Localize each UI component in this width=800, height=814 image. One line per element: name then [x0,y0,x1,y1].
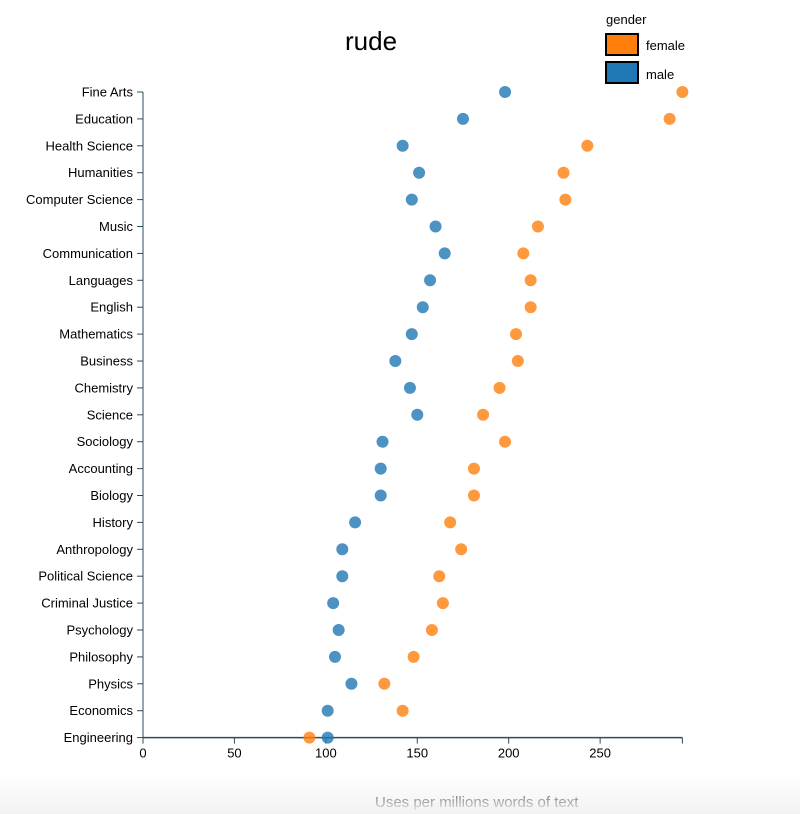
data-point-male [499,86,512,98]
data-point-male [374,489,387,502]
data-point-male [429,220,442,233]
legend-swatch-male [605,61,639,84]
data-point-male [328,650,341,663]
y-tick-label: Fine Arts [82,85,134,100]
data-point-male [376,435,389,448]
y-tick-label: English [90,300,133,315]
y-tick-label: Computer Science [26,192,133,207]
data-point-male [389,355,402,367]
data-point-male [424,274,437,287]
y-tick-label: Physics [88,676,133,691]
data-point-female [378,677,391,690]
data-point-male [332,624,345,636]
chart-title: rude [345,26,398,56]
data-point-female [467,462,480,475]
data-point-female [455,543,468,556]
legend-swatch-female [605,33,639,56]
y-tick-label: History [93,515,134,530]
data-point-male [321,704,334,717]
data-point-female [511,355,524,367]
data-point-female [493,381,506,394]
data-point-female [557,166,570,179]
x-axis-label: Uses per millions words of text [375,794,579,811]
data-point-male [336,570,349,583]
y-tick-label: Psychology [67,623,134,638]
data-point-female [524,301,537,314]
y-tick-label: Engineering [64,730,133,745]
y-tick-label: Political Science [38,569,133,584]
data-point-female [444,516,457,529]
data-point-male [345,677,358,690]
data-point-male [349,516,362,529]
y-tick-label: Biology [90,488,133,503]
data-point-female [517,247,530,260]
data-point-female [407,650,420,663]
data-point-female [303,731,316,744]
data-point-female [531,220,544,233]
y-tick-label: Philosophy [69,649,133,664]
data-point-male [413,166,426,179]
data-point-male [396,139,409,152]
y-tick-label: Education [75,111,133,126]
data-point-female [467,489,480,502]
y-tick-label: Chemistry [74,380,133,395]
x-tick-label: 150 [406,746,428,761]
data-point-female [477,408,490,421]
y-tick-label: Economics [69,703,133,718]
data-point-male [403,381,416,394]
y-tick-label: Science [87,407,133,422]
data-point-male [374,462,387,475]
data-point-male [411,408,424,421]
data-point-female [510,328,523,341]
y-tick-label: Sociology [77,434,134,449]
data-point-female [524,274,537,287]
data-point-male [327,597,340,610]
data-point-female [663,112,676,125]
data-point-female [559,193,572,206]
y-tick-label: Business [80,354,133,369]
legend-label-male: male [646,67,675,82]
y-tick-label: Health Science [46,138,133,153]
y-tick-label: Communication [43,246,133,261]
x-tick-label: 0 [139,746,146,761]
data-point-male [405,193,418,206]
legend-title: gender [606,12,647,27]
data-point-female [425,624,438,636]
data-point-male [456,112,469,125]
data-point-female [396,704,409,717]
x-tick-label: 50 [227,746,241,761]
y-tick-label: Humanities [68,165,134,180]
x-tick-label: 100 [315,746,337,761]
y-tick-label: Criminal Justice [41,596,133,611]
x-tick-label: 200 [498,746,520,761]
data-point-female [676,86,689,98]
data-point-male [321,731,334,744]
y-tick-label: Music [99,219,133,234]
data-point-female [433,570,446,583]
y-tick-label: Anthropology [56,542,133,557]
y-tick-label: Accounting [69,461,133,476]
legend-label-female: female [646,38,686,53]
data-point-female [499,435,512,448]
x-tick-label: 250 [589,746,611,761]
data-point-male [416,301,429,314]
data-point-female [581,139,594,152]
data-point-male [405,328,418,341]
data-point-male [438,247,451,260]
y-tick-label: Mathematics [59,327,133,342]
data-point-female [436,597,449,610]
data-point-male [336,543,349,556]
y-tick-label: Languages [69,273,134,288]
